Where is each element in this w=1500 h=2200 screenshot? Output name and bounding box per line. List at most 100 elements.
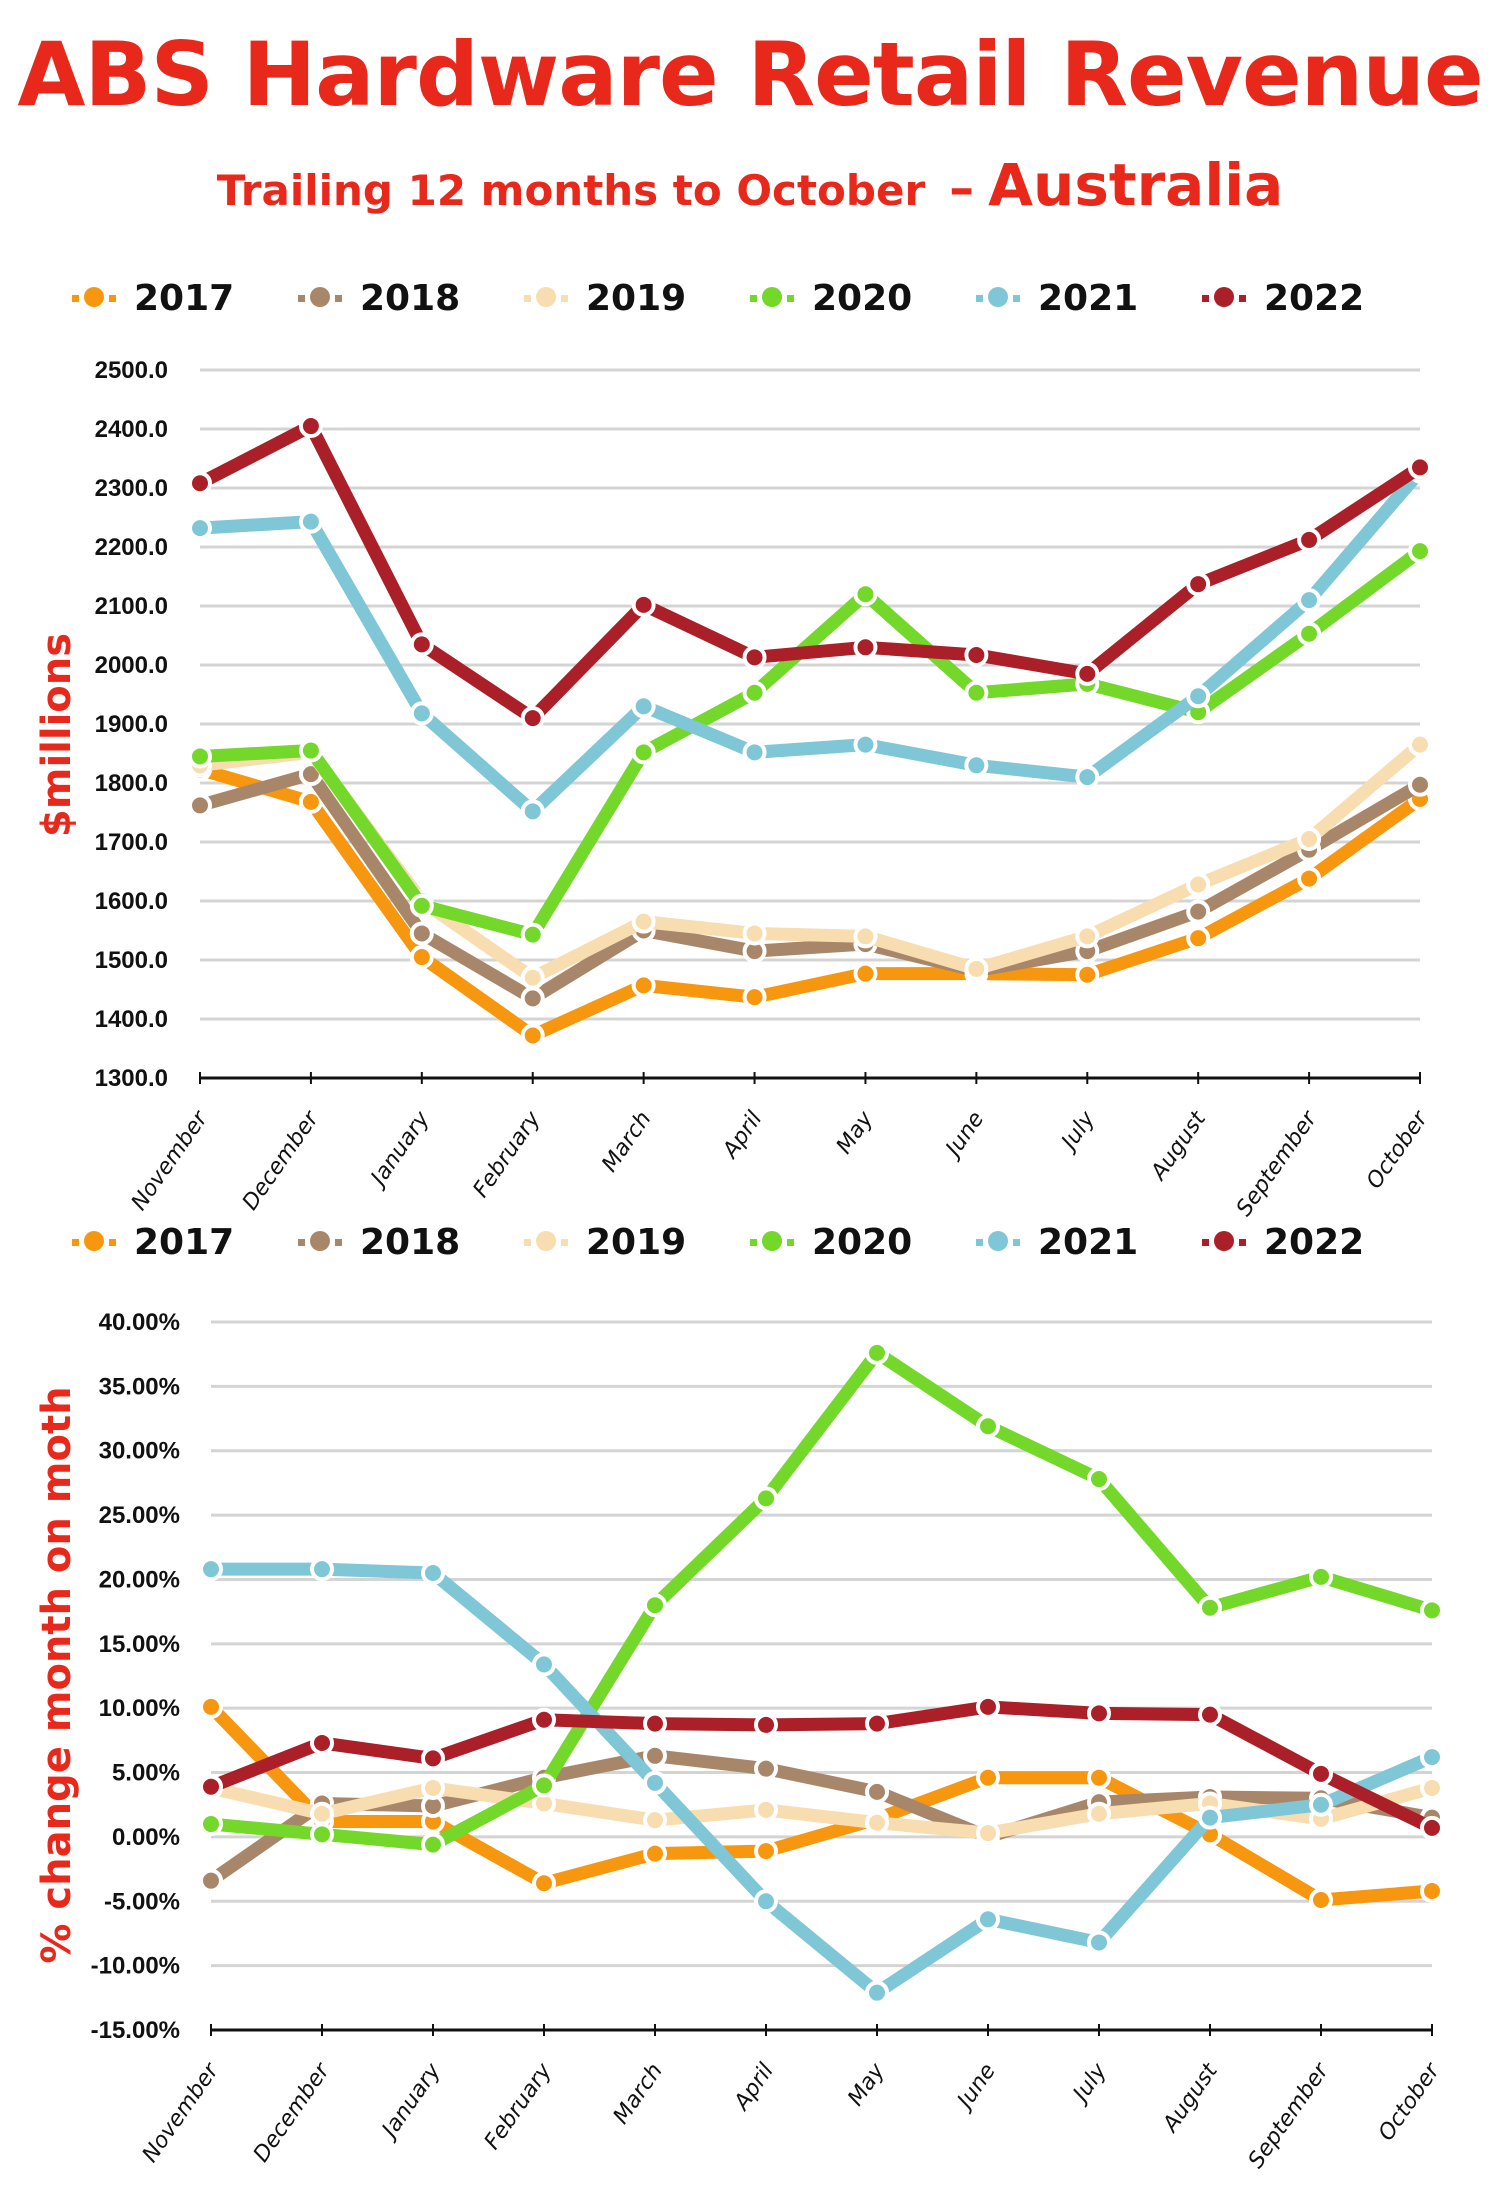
series-segment: [1195, 843, 1313, 918]
legend-item-2018: 2018: [298, 278, 524, 319]
series-2022: [199, 1694, 1444, 1840]
legend-revenue: 2017 2018 2019 2020 2021 2022: [0, 268, 1500, 328]
series-segment: [1319, 1570, 1434, 1617]
data-point: [199, 1774, 223, 1799]
legend-label: 2022: [1264, 277, 1365, 319]
data-point: [188, 471, 212, 496]
y-tick-label: 25.00%: [99, 1502, 180, 1529]
series-segment: [1209, 1798, 1322, 1825]
data-point: [964, 956, 989, 981]
chart-title: ABS Hardware Retail Revenue: [17, 23, 1483, 126]
series-segment: [1083, 691, 1203, 783]
data-point: [310, 1557, 334, 1582]
data-point: [1075, 661, 1100, 686]
data-point: [1420, 1878, 1444, 1903]
series-2021: [199, 1557, 1444, 2005]
legend-item-2022: 2022: [1202, 278, 1428, 319]
series-segment: [418, 638, 537, 724]
series-segment: [430, 1713, 547, 1765]
y-tick-label: 20.00%: [99, 1566, 180, 1593]
data-point: [631, 909, 656, 934]
series-segment: [529, 915, 647, 984]
series-2022: [188, 414, 1432, 731]
series-segment: [321, 1827, 434, 1852]
data-point: [1075, 962, 1100, 987]
series-segment: [975, 648, 1089, 681]
series-segment: [1318, 1751, 1435, 1811]
legend-label: 2021: [1038, 1221, 1139, 1263]
x-tick-label: August: [1157, 2058, 1224, 2138]
legend-item-2019: 2019: [524, 278, 750, 319]
data-point: [1420, 1815, 1444, 1840]
data-point: [421, 1775, 445, 1800]
series-segment: [654, 1844, 767, 1861]
data-point: [1309, 1887, 1333, 1912]
data-point: [742, 680, 767, 705]
series-segment: [1304, 739, 1425, 844]
legend-item-2022: 2022: [1202, 1222, 1428, 1263]
series-segment: [1083, 579, 1203, 679]
y-axis-title: $millions: [34, 633, 80, 837]
legend-marker-icon: [1202, 287, 1246, 308]
series-segment: [873, 1347, 992, 1432]
data-point: [1186, 872, 1211, 897]
data-point: [754, 1839, 778, 1864]
series-segment: [538, 1601, 661, 1789]
legend-label: 2019: [586, 277, 687, 319]
data-point: [742, 985, 767, 1010]
series-segment: [654, 1803, 767, 1827]
y-tick-label: 2100.0: [95, 593, 168, 620]
series-segment: [1305, 793, 1424, 884]
data-point: [1075, 924, 1100, 949]
data-point: [964, 642, 989, 667]
data-point: [643, 1841, 667, 1866]
legend-label: 2018: [360, 277, 461, 319]
subtitle-period: Trailing 12 months to October: [216, 166, 926, 215]
legend-marker-icon: [750, 1231, 794, 1252]
data-point: [1309, 1761, 1333, 1786]
data-point: [310, 1730, 334, 1755]
series-segment: [305, 518, 428, 717]
data-point: [199, 1557, 223, 1582]
series-segment: [209, 1781, 324, 1821]
series-segment: [417, 708, 538, 817]
legend-item-2021: 2021: [976, 278, 1202, 319]
series-segment: [1209, 1790, 1322, 1805]
legend-item-2018: 2018: [298, 1222, 524, 1263]
legend-marker-icon: [976, 1231, 1020, 1252]
data-point: [409, 893, 434, 918]
series-segment: [1098, 1706, 1211, 1722]
series-segment: [654, 1717, 767, 1732]
data-point: [865, 1711, 889, 1736]
series-segment: [1305, 461, 1424, 546]
data-point: [976, 1765, 1000, 1790]
x-tick-label: October: [1374, 2058, 1446, 2146]
subtitle-region: Australia: [988, 151, 1284, 219]
series-segment: [1195, 872, 1313, 944]
legend-marker-icon: [1202, 1231, 1246, 1252]
data-point: [1297, 827, 1322, 852]
data-point: [1186, 572, 1211, 597]
series-2017: [188, 757, 1432, 1048]
y-tick-label: 2500.0: [95, 357, 168, 384]
y-tick-label: 2300.0: [95, 475, 168, 502]
legend-label: 2022: [1264, 1221, 1365, 1263]
y-tick-label: 2400.0: [95, 416, 168, 443]
series-segment: [199, 744, 312, 763]
series-segment: [764, 1762, 879, 1799]
legend-marker-icon: [298, 287, 342, 308]
series-segment: [1305, 545, 1424, 639]
series-segment: [420, 899, 535, 941]
legend-label: 2017: [134, 277, 235, 319]
series-segment: [428, 1568, 549, 1670]
series-segment: [765, 1803, 878, 1830]
series-segment: [543, 1713, 656, 1731]
data-point: [310, 1801, 334, 1826]
data-point: [1309, 1792, 1333, 1817]
data-point: [976, 1694, 1000, 1719]
data-point: [964, 753, 989, 778]
y-tick-label: 1800.0: [95, 770, 168, 797]
data-point: [188, 744, 212, 769]
y-tick-label: -10.00%: [91, 1953, 180, 1980]
y-tick-label: -15.00%: [91, 2017, 180, 2044]
